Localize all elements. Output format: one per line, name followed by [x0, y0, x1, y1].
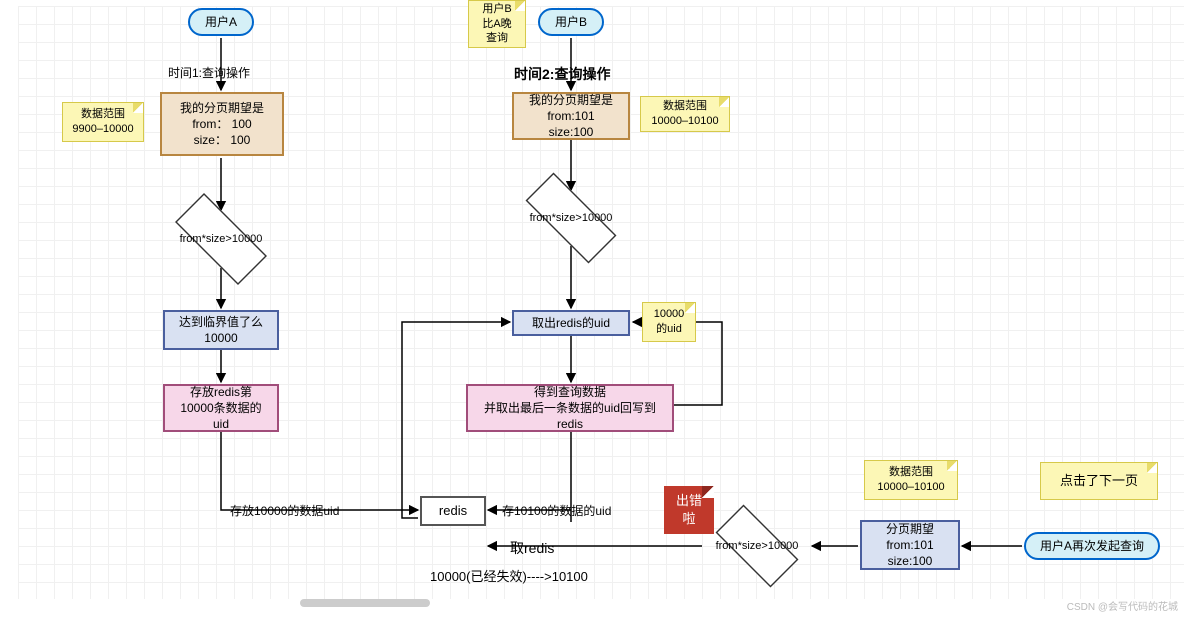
- horizontal-scrollbar[interactable]: [300, 599, 430, 607]
- box-b-pagination: 我的分页期望是 from:101 size:100: [512, 92, 630, 140]
- box-c-pagination: 分页期望 from:101 size:100: [860, 520, 960, 570]
- box-a-threshold: 达到临界值了么 10000: [163, 310, 279, 350]
- label-expire: 10000(已经失效)---->10100: [430, 566, 588, 585]
- decision-a: from*size>10000: [158, 210, 284, 268]
- box-b-get-uid: 取出redis的uid: [512, 310, 630, 336]
- decision-b-label: from*size>10000: [530, 212, 613, 224]
- label-store-a: 存放10000的数据uid: [230, 502, 339, 519]
- decision-a-label: from*size>10000: [180, 233, 263, 245]
- label-time2: 时间2:查询操作: [514, 64, 610, 84]
- box-a-pagination: 我的分页期望是 from： 100 size： 100: [160, 92, 284, 156]
- note-b-range: 数据范围 10000–10100: [640, 96, 730, 132]
- decision-b: from*size>10000: [508, 190, 634, 246]
- flowchart-canvas: 用户A 用户B 用户B 比A晚 查询 时间1:查询操作 时间2:查询操作 我的分…: [0, 0, 1184, 617]
- start-user-a-again: 用户A再次发起查询: [1024, 532, 1160, 560]
- note-next-page: 点击了下一页: [1040, 462, 1158, 500]
- box-redis: redis: [420, 496, 486, 526]
- note-b-uid: 10000 的uid: [642, 302, 696, 342]
- decision-c: from*size>10000: [702, 518, 812, 574]
- label-store-b: 存10100的数据的uid: [502, 502, 611, 519]
- start-user-b: 用户B: [538, 8, 604, 36]
- decision-c-label: from*size>10000: [716, 540, 799, 552]
- box-b-write-back: 得到查询数据 并取出最后一条数据的uid回写到 redis: [466, 384, 674, 432]
- watermark: CSDN @会写代码的花城: [1067, 598, 1178, 613]
- note-a-range: 数据范围 9900–10000: [62, 102, 144, 142]
- start-user-a: 用户A: [188, 8, 254, 36]
- label-get-redis: 取redis: [510, 538, 554, 558]
- note-c-range: 数据范围 10000–10100: [864, 460, 958, 500]
- label-time1: 时间1:查询操作: [168, 64, 250, 81]
- box-a-store: 存放redis第 10000条数据的 uid: [163, 384, 279, 432]
- note-user-b-late: 用户B 比A晚 查询: [468, 0, 526, 48]
